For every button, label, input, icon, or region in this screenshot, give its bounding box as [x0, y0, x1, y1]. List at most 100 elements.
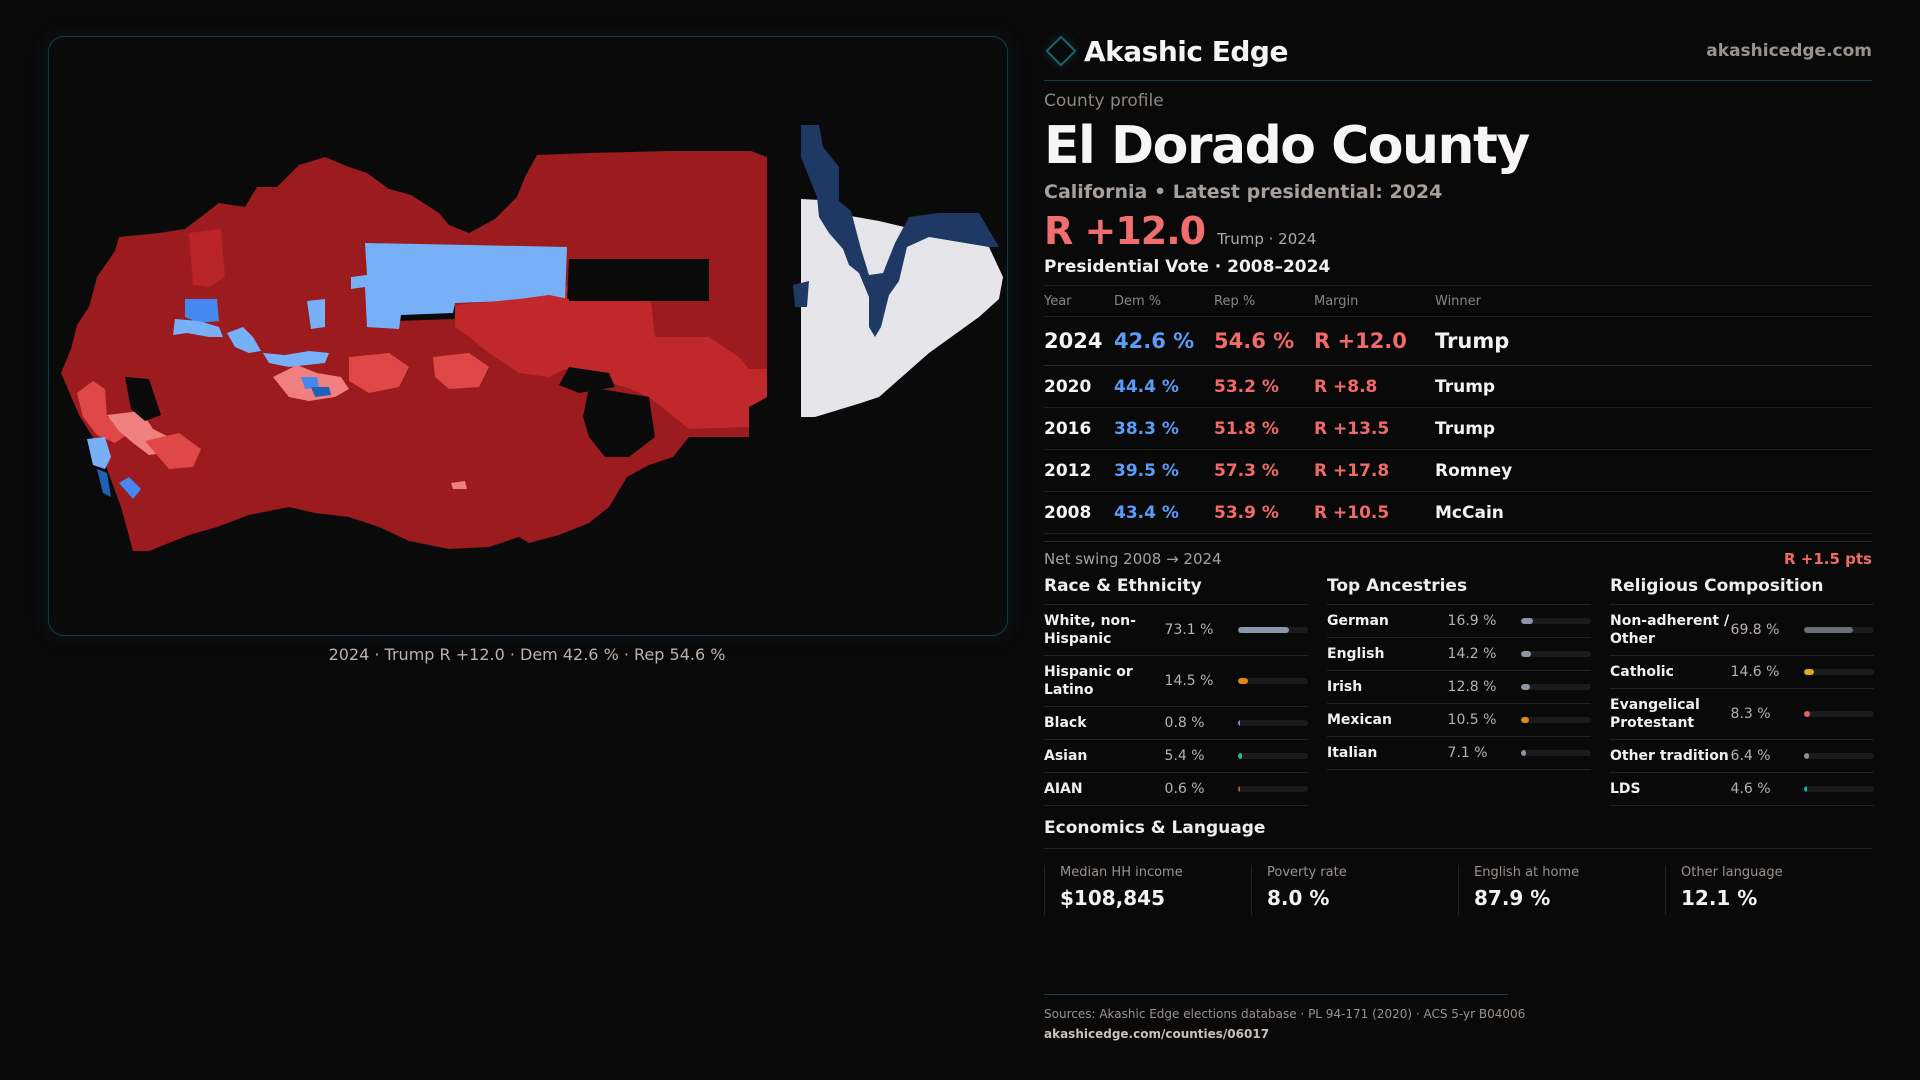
- map-region-lean-rep[interactable]: [145, 433, 201, 469]
- item-value: 12.8 %: [1447, 679, 1497, 695]
- map-region-east[interactable]: [545, 283, 767, 429]
- map-region-dem[interactable]: [311, 387, 331, 397]
- demographics: Race & Ethnicity White, non-Hispanic 73.1…: [1044, 576, 1874, 806]
- map-region-tilt-dem[interactable]: [227, 327, 261, 353]
- map-region-lean-dem[interactable]: [185, 299, 219, 323]
- list-item: Other tradition 6.4 %: [1610, 740, 1874, 773]
- share-bar: [1804, 711, 1874, 717]
- net-swing-value: R +1.5 pts: [1784, 550, 1872, 568]
- share-bar-fill: [1238, 678, 1249, 684]
- item-label: White, non-Hispanic: [1044, 613, 1136, 647]
- table-row: 2008 43.4 % 53.9 % R +10.5 McCain: [1044, 491, 1872, 534]
- share-bar: [1238, 753, 1308, 759]
- share-bar-fill: [1238, 720, 1241, 726]
- table-row: 2016 38.3 % 51.8 % R +13.5 Trump: [1044, 407, 1872, 450]
- table-row: 2012 39.5 % 57.3 % R +17.8 Romney: [1044, 449, 1872, 492]
- list-item: English 14.2 %: [1327, 638, 1591, 671]
- share-bar: [1521, 651, 1591, 657]
- map-region-lean-rep[interactable]: [433, 353, 489, 389]
- col-year: Year: [1044, 285, 1114, 317]
- map-region-west[interactable]: [61, 151, 767, 551]
- stat-card-english-at-home: English at home 87.9 %: [1458, 865, 1665, 915]
- share-bar-fill: [1804, 669, 1815, 675]
- cell-year: 2008: [1044, 491, 1114, 534]
- map-svg[interactable]: [49, 37, 1007, 635]
- net-swing-label: Net swing 2008 → 2024: [1044, 550, 1222, 568]
- map-region-tilt-dem[interactable]: [307, 299, 325, 329]
- stat-value: 87.9 %: [1474, 886, 1551, 910]
- map-region-lean-rep[interactable]: [349, 353, 409, 393]
- cell-dem: 43.4 %: [1114, 491, 1214, 534]
- item-value: 69.8 %: [1730, 622, 1780, 638]
- brand-header: Akashic Edge akashicedge.com: [1044, 30, 1872, 81]
- religious-composition-section: Religious Composition Non-adherent / Oth…: [1610, 576, 1874, 806]
- stat-card-poverty-rate: Poverty rate 8.0 %: [1251, 865, 1458, 915]
- map-region-rep[interactable]: [455, 295, 569, 377]
- list-item: Black 0.8 %: [1044, 707, 1308, 740]
- list-item: Mexican 10.5 %: [1327, 704, 1591, 737]
- cell-winner: Trump: [1435, 407, 1872, 450]
- item-value: 14.2 %: [1447, 646, 1497, 662]
- share-bar: [1521, 717, 1591, 723]
- item-value: 8.3 %: [1730, 706, 1771, 722]
- footer-url-link[interactable]: akashicedge.com/counties/06017: [1044, 1027, 1270, 1041]
- stat-card-median-income: Median HH income $108,845: [1044, 865, 1251, 915]
- map-region-rep[interactable]: [189, 229, 225, 287]
- headline-margin-value: R +12.0: [1044, 209, 1206, 253]
- map-region-tilt-rep[interactable]: [451, 481, 467, 489]
- brand-url-link[interactable]: akashicedge.com: [1706, 41, 1872, 61]
- cell-winner: Trump: [1435, 365, 1872, 408]
- list-item: Asian 5.4 %: [1044, 740, 1308, 773]
- top-ancestries-section: Top Ancestries German 16.9 % English 14.2 %…: [1327, 576, 1591, 806]
- item-value: 5.4 %: [1164, 748, 1205, 764]
- map-region-strong-dem[interactable]: [801, 125, 999, 337]
- footer: Sources: Akashic Edge elections database…: [1044, 994, 1525, 1041]
- item-label: Non-adherent / Other: [1610, 613, 1730, 647]
- share-bar: [1804, 753, 1874, 759]
- economics-cards: Median HH income $108,845 Poverty rate 8…: [1044, 865, 1872, 915]
- item-value: 14.5 %: [1164, 673, 1214, 689]
- cell-margin: R +17.8: [1314, 449, 1435, 492]
- brand-name[interactable]: Akashic Edge: [1084, 34, 1288, 68]
- item-label: Irish: [1327, 679, 1363, 695]
- page-title: El Dorado County: [1044, 116, 1530, 176]
- share-bar-fill: [1238, 753, 1243, 759]
- cell-rep: 57.3 %: [1214, 449, 1314, 492]
- map-region-strong-dem[interactable]: [793, 281, 809, 307]
- map-region-dem[interactable]: [97, 469, 111, 497]
- share-bar-fill: [1804, 786, 1808, 792]
- precinct-map[interactable]: [48, 36, 1008, 636]
- share-bar: [1521, 750, 1591, 756]
- presidential-vote-title: Presidential Vote · 2008–2024: [1044, 257, 1331, 277]
- list-item: German 16.9 %: [1327, 605, 1591, 638]
- map-region-tilt-dem[interactable]: [173, 319, 223, 337]
- item-label: LDS: [1610, 781, 1641, 797]
- share-bar: [1238, 627, 1308, 633]
- share-bar: [1521, 618, 1591, 624]
- map-region-lean-rep[interactable]: [77, 381, 129, 443]
- item-value: 0.6 %: [1164, 781, 1205, 797]
- map-region-tilt-dem[interactable]: [263, 351, 329, 367]
- item-label: Mexican: [1327, 712, 1392, 728]
- map-region-tilt-dem[interactable]: [351, 243, 567, 329]
- map-region-lean-dem[interactable]: [119, 477, 141, 499]
- headline-margin-detail: Trump · 2024: [1217, 230, 1317, 248]
- table-header-row: Year Dem % Rep % Margin Winner: [1044, 285, 1872, 317]
- share-bar: [1521, 684, 1591, 690]
- cell-margin: R +12.0: [1314, 316, 1435, 366]
- cell-dem: 42.6 %: [1114, 316, 1214, 366]
- map-region-tilt-dem[interactable]: [87, 437, 111, 469]
- cell-dem: 38.3 %: [1114, 407, 1214, 450]
- list-item: Italian 7.1 %: [1327, 737, 1591, 770]
- section-title: Race & Ethnicity: [1044, 576, 1308, 605]
- col-winner: Winner: [1435, 285, 1872, 317]
- item-label: Asian: [1044, 748, 1088, 764]
- cell-winner: Romney: [1435, 449, 1872, 492]
- share-bar-fill: [1521, 651, 1532, 657]
- stat-label: Poverty rate: [1267, 865, 1347, 880]
- item-label: German: [1327, 613, 1389, 629]
- item-label: English: [1327, 646, 1385, 662]
- presidential-vote-table: Year Dem % Rep % Margin Winner 2024 42.6…: [1044, 285, 1872, 534]
- share-bar-fill: [1521, 684, 1531, 690]
- map-region-lean-dem[interactable]: [301, 377, 319, 389]
